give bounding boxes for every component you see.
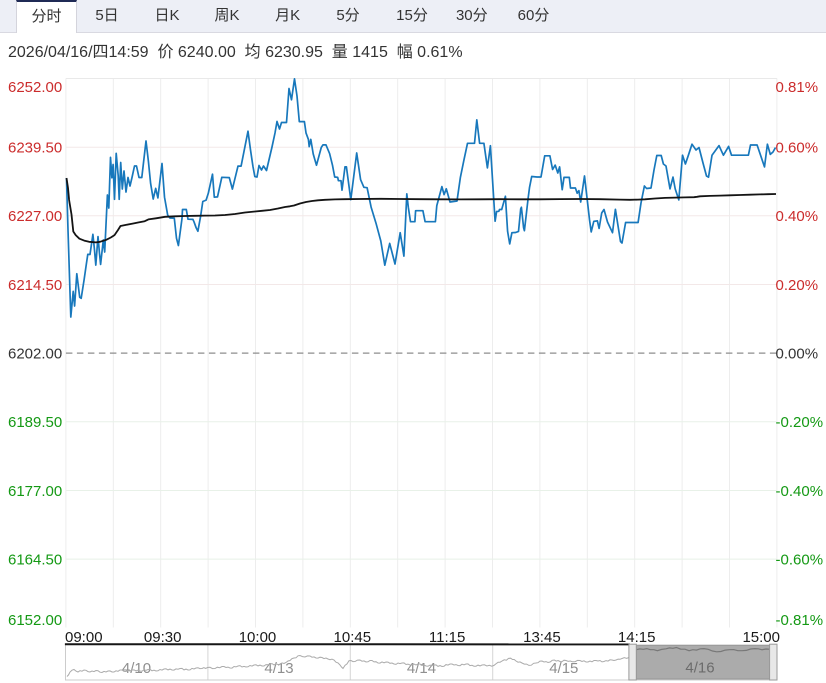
- svg-text:09:00: 09:00: [65, 629, 103, 646]
- svg-text:09:30: 09:30: [144, 629, 182, 646]
- svg-text:15:00: 15:00: [742, 629, 780, 646]
- svg-text:-0.20%: -0.20%: [776, 414, 824, 431]
- svg-text:6227.00: 6227.00: [8, 208, 62, 225]
- svg-text:4/15: 4/15: [549, 660, 578, 677]
- svg-text:6239.50: 6239.50: [8, 140, 62, 157]
- svg-text:0.00%: 0.00%: [776, 345, 819, 362]
- svg-text:6252.00: 6252.00: [8, 79, 62, 96]
- svg-text:0.81%: 0.81%: [776, 79, 819, 96]
- svg-text:-0.60%: -0.60%: [776, 551, 824, 568]
- svg-text:14:15: 14:15: [618, 629, 656, 646]
- svg-text:10:00: 10:00: [239, 629, 277, 646]
- svg-text:6214.50: 6214.50: [8, 277, 62, 294]
- svg-text:0.60%: 0.60%: [776, 140, 819, 157]
- svg-text:6152.00: 6152.00: [8, 612, 62, 629]
- svg-text:13:45: 13:45: [523, 629, 561, 646]
- svg-text:0.20%: 0.20%: [776, 277, 819, 294]
- svg-text:11:15: 11:15: [429, 629, 465, 646]
- svg-text:6177.00: 6177.00: [8, 483, 62, 500]
- svg-text:6164.50: 6164.50: [8, 551, 62, 568]
- svg-text:4/16: 4/16: [685, 660, 714, 677]
- svg-text:4/10: 4/10: [122, 660, 151, 677]
- svg-text:4/14: 4/14: [407, 660, 436, 677]
- svg-text:6189.50: 6189.50: [8, 414, 62, 431]
- svg-text:10:45: 10:45: [334, 629, 372, 646]
- svg-text:0.40%: 0.40%: [776, 208, 819, 225]
- svg-text:4/13: 4/13: [264, 660, 293, 677]
- svg-text:6202.00: 6202.00: [8, 345, 62, 362]
- svg-text:-0.81%: -0.81%: [776, 612, 824, 629]
- svg-text:-0.40%: -0.40%: [776, 483, 824, 500]
